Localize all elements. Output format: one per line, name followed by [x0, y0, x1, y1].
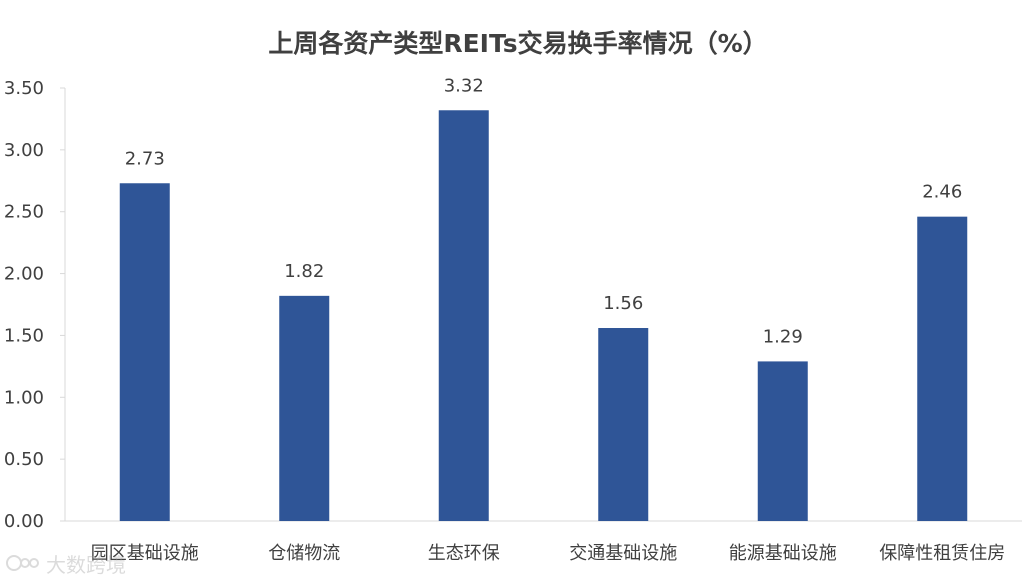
data-label: 2.73: [125, 148, 165, 169]
x-tick-label: 保障性租赁住房: [879, 543, 1005, 564]
watermark: 大数跨境: [6, 548, 126, 578]
data-label: 3.32: [444, 75, 484, 96]
bar-series: [119, 110, 968, 522]
bar: [119, 183, 170, 521]
data-label: 1.29: [763, 326, 803, 347]
x-tick-label: 生态环保: [428, 543, 500, 564]
bar: [438, 110, 489, 522]
y-tick-label: 2.50: [4, 202, 44, 223]
y-tick-label: 1.00: [4, 387, 44, 408]
x-tick-label: 能源基础设施: [729, 543, 837, 564]
y-tick-label: 3.50: [4, 78, 44, 99]
y-tick-label: 2.00: [4, 264, 44, 285]
x-tick-label: 仓储物流: [268, 543, 340, 564]
bar: [279, 295, 330, 521]
watermark-logo-icon: [6, 551, 40, 575]
y-tick-label: 0.00: [4, 511, 44, 532]
y-tick-label: 1.50: [4, 325, 44, 346]
x-tick-label: 园区基础设施: [91, 543, 199, 564]
data-labels: 2.73 1.82 3.32 1.56 1.29 2.46: [125, 75, 963, 347]
y-tick-label: 3.00: [4, 140, 44, 161]
watermark-text: 大数跨境: [46, 552, 126, 577]
data-label: 1.56: [603, 293, 643, 314]
data-label: 2.46: [922, 182, 962, 203]
chart-title: 上周各资产类型REITs交易换手率情况（%）: [268, 29, 767, 58]
data-label: 1.82: [284, 261, 324, 282]
x-tick-label: 交通基础设施: [569, 543, 677, 564]
x-axis: 园区基础设施 仓储物流 生态环保 交通基础设施 能源基础设施 保障性租赁住房: [65, 520, 1022, 564]
y-axis: 0.00 0.50 1.00 1.50 2.00 2.50 3.00 3.50: [4, 78, 66, 532]
bar: [757, 361, 808, 521]
y-tick-label: 0.50: [4, 449, 44, 470]
bar: [598, 328, 649, 521]
bar: [917, 216, 968, 522]
